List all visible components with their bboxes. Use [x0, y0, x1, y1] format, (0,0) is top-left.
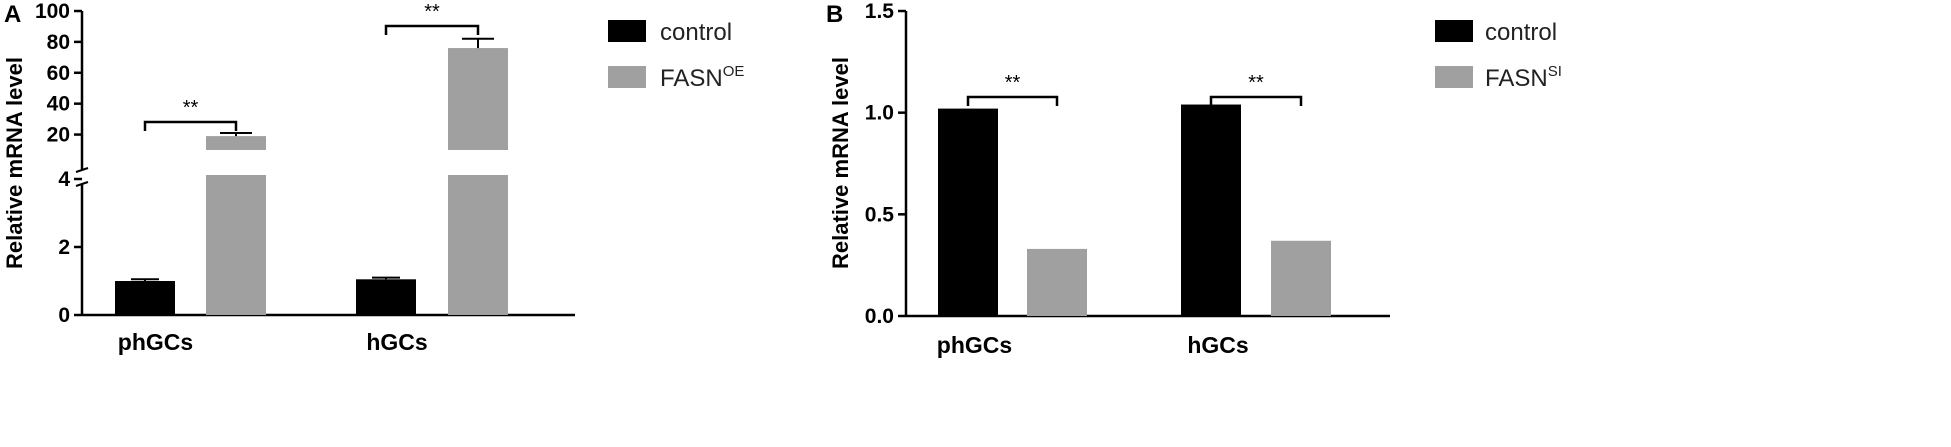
legend-label: control — [1485, 19, 1557, 46]
significance-label: ** — [1248, 72, 1264, 94]
bar-control — [356, 279, 416, 315]
bar-fasn-oe-upper — [448, 48, 508, 150]
y-tick-label: 4 — [58, 168, 70, 191]
panel-a: A 0 2 4 20 40 60 80 100 Relative mRNA level phGCs *… — [2, 0, 744, 355]
significance-bracket — [143, 120, 238, 131]
significance-bracket — [1209, 95, 1303, 106]
significance-bracket — [384, 24, 480, 35]
significance-label: ** — [424, 1, 440, 23]
legend-label: FASNSI — [1485, 63, 1562, 92]
y-tick-label: 0.5 — [865, 203, 895, 226]
legend-swatch — [1435, 20, 1473, 42]
y-tick-label: 40 — [47, 93, 70, 116]
y-tick-label: 60 — [47, 62, 70, 85]
bar-fasn-oe-upper — [206, 136, 266, 150]
bar-fasn-oe-lower — [448, 175, 508, 315]
panel-letter-b: B — [826, 1, 843, 28]
legend-label: control — [660, 19, 732, 46]
legend-swatch — [608, 20, 646, 42]
legend-swatch — [1435, 66, 1473, 88]
y-tick-label: 0.0 — [865, 305, 894, 328]
legend-swatch — [608, 66, 646, 88]
y-tick-label: 0 — [58, 304, 70, 327]
x-category-label: phGCs — [937, 332, 1012, 358]
bar-fasn-oe-lower — [206, 175, 266, 315]
legend-label: FASNOE — [660, 63, 744, 92]
bar-fasn-si — [1027, 248, 1087, 316]
x-category-label: phGCs — [118, 329, 193, 355]
panel-letter-a: A — [4, 1, 21, 28]
significance-label: ** — [183, 97, 199, 119]
bar-control — [938, 108, 998, 316]
y-tick-label: 2 — [58, 236, 70, 259]
y-axis-title: Relative mRNA level — [828, 57, 853, 269]
bar-control — [1181, 104, 1241, 317]
x-category-label: hGCs — [366, 329, 427, 355]
x-category-label: hGCs — [1187, 332, 1248, 358]
significance-label: ** — [1005, 72, 1021, 94]
y-tick-label: 1.0 — [865, 102, 894, 125]
significance-bracket — [966, 95, 1059, 106]
bar-fasn-si — [1271, 240, 1331, 316]
y-tick-label: 100 — [35, 0, 70, 23]
panel-b: B 0.0 0.5 1.0 1.5 Relative mRNA level phGCs ** h… — [826, 0, 1562, 358]
bar-control — [115, 281, 175, 315]
y-tick-label: 20 — [47, 124, 70, 147]
y-axis-title: Relative mRNA level — [2, 57, 27, 269]
y-tick-label: 1.5 — [865, 0, 895, 23]
axis-break-mark — [75, 167, 89, 187]
y-tick-label: 80 — [47, 31, 70, 54]
